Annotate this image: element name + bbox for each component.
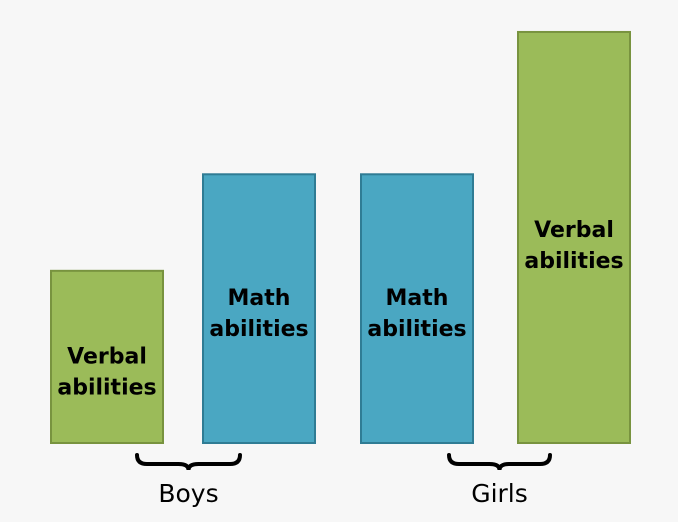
bar-label-line: abilities	[524, 249, 623, 274]
group-brace	[447, 453, 552, 471]
bar	[360, 173, 474, 445]
bar-label-line: Verbal	[67, 344, 147, 369]
group-0: Boys	[135, 453, 242, 508]
bars-layer: Verbal abilities Math abilities Math abilitie…	[50, 30, 631, 445]
bar-group-1: Math abilities	[202, 173, 316, 445]
bar-label-line: abilities	[57, 375, 156, 400]
group-1: Girls	[447, 453, 552, 508]
bar-label-line: Math	[386, 286, 449, 311]
bar-label-line: Verbal	[534, 218, 614, 243]
bar-group-2: Math abilities	[360, 173, 474, 445]
bar-label-line: abilities	[367, 317, 466, 342]
bar	[517, 30, 631, 444]
bar-group-0: Verbal abilities	[50, 269, 164, 445]
group-brace	[135, 453, 242, 471]
bar-label-line: Math	[228, 286, 291, 311]
bar-group-3: Verbal abilities	[517, 30, 631, 444]
bar-label-line: abilities	[209, 317, 308, 342]
group-label: Girls	[471, 479, 528, 508]
groups-layer: Boys Girls	[135, 453, 552, 508]
bar	[202, 173, 316, 445]
group-label: Boys	[158, 479, 218, 508]
bar	[50, 269, 164, 445]
